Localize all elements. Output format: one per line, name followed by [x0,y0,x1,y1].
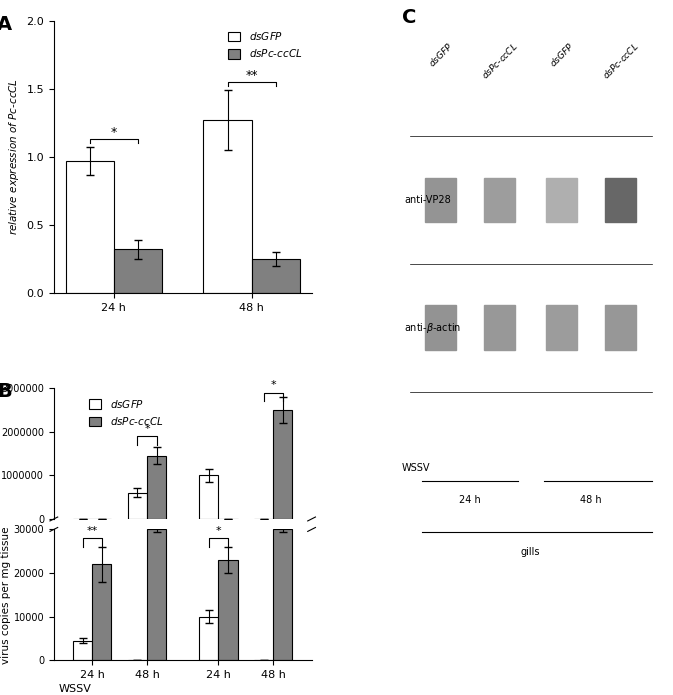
Text: $dsPc$-$ccCL$: $dsPc$-$ccCL$ [600,40,641,81]
Y-axis label: relative expression of $Pc$-$ccCL$: relative expression of $Pc$-$ccCL$ [7,79,21,236]
Bar [114,250,162,293]
Bar [546,305,577,350]
Bar [485,305,516,350]
Bar [199,616,218,660]
Bar [252,259,300,293]
Text: $dsPc$-$ccCL$: $dsPc$-$ccCL$ [479,40,520,81]
Legend: $dsGFP$, $dsPc$-$ccCL$: $dsGFP$, $dsPc$-$ccCL$ [85,393,168,431]
Text: B: B [0,382,12,400]
Text: **: ** [246,69,258,82]
Bar [425,177,456,222]
Text: anti-VP28: anti-VP28 [404,195,451,205]
Bar [203,120,252,293]
Bar [199,475,218,519]
Text: *: * [215,526,221,536]
Bar [606,305,637,350]
Text: WSSV: WSSV [402,464,430,473]
Bar [128,493,147,519]
Bar [546,177,577,222]
Bar [92,564,112,660]
Bar [73,641,92,660]
Text: A: A [0,15,12,35]
Y-axis label: virus copies per mg tissue: virus copies per mg tissue [1,526,11,664]
Text: gills: gills [521,546,540,557]
Text: WSSV: WSSV [59,684,92,694]
Text: *: * [271,380,276,391]
Bar [218,560,238,660]
Text: 24 h: 24 h [459,496,481,505]
Bar [147,456,166,519]
Bar [273,410,292,519]
Text: *: * [110,126,117,139]
Bar [147,530,166,660]
Text: *: * [144,424,150,434]
Bar [485,177,516,222]
Text: $dsGFP$: $dsGFP$ [547,40,576,69]
Text: **: ** [87,526,98,536]
Bar [65,161,114,293]
Text: anti-$\beta$-actin: anti-$\beta$-actin [404,321,462,335]
Bar [606,177,637,222]
Text: C: C [402,8,416,27]
Bar [273,530,292,660]
Text: 48 h: 48 h [580,496,602,505]
Legend: $dsGFP$, $dsPc$-$ccCL$: $dsGFP$, $dsPc$-$ccCL$ [223,26,306,64]
Text: $dsGFP$: $dsGFP$ [426,40,455,69]
Bar [425,305,456,350]
